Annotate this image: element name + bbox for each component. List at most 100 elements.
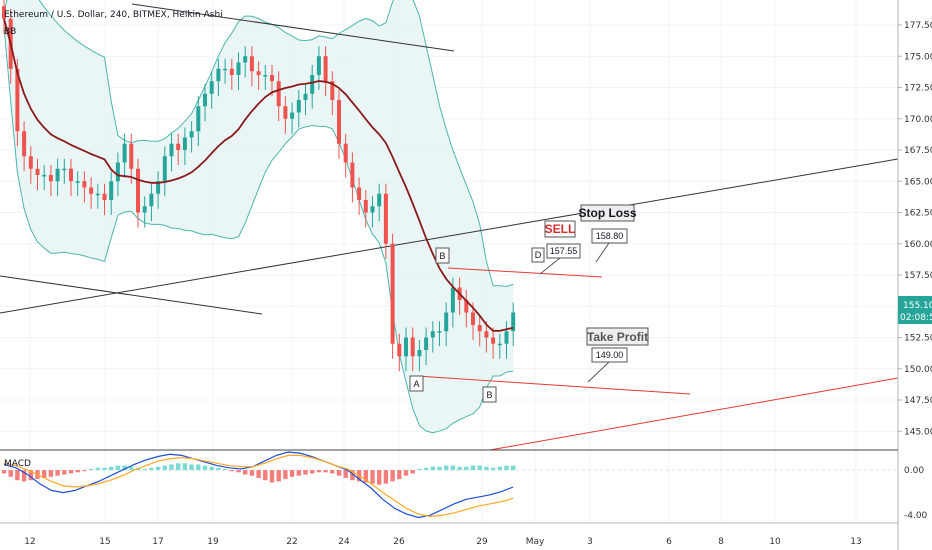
macd-hist-bar — [216, 467, 221, 471]
candle-body — [370, 206, 375, 213]
macd-hist-bar — [222, 468, 228, 471]
candle-body — [437, 331, 442, 333]
macd-hist-bar — [377, 470, 382, 485]
macd-hist-bar — [323, 470, 328, 473]
candle-body — [142, 206, 147, 213]
candle-body — [383, 193, 388, 244]
price-badge-value: 155.10 — [903, 301, 932, 311]
candle-body — [236, 62, 241, 75]
macd-hist-bar — [88, 468, 94, 471]
x-tick-label: 17 — [152, 537, 163, 547]
indicator-label: BB — [4, 27, 16, 37]
candle-body — [363, 200, 368, 213]
price-badge-timer: 02:08:55 — [900, 313, 932, 323]
candle-body — [203, 93, 207, 107]
x-tick-label: 19 — [207, 537, 219, 547]
candle-body — [296, 100, 301, 113]
top-trendline — [131, 3, 455, 52]
macd-hist-bar — [497, 466, 502, 471]
bb-basis — [3, 18, 514, 332]
y-tick-label: 150.00 — [904, 365, 932, 375]
x-tick-label: 10 — [769, 537, 781, 547]
macd-hist-bar — [15, 470, 20, 481]
macd-hist-bar — [477, 465, 482, 471]
y-tick-label: 172.50 — [904, 84, 932, 94]
sell-label: SELL — [544, 220, 576, 238]
y-tick-label: 162.50 — [904, 209, 932, 219]
macd-hist-bar — [470, 465, 476, 471]
macd-hist-bar — [511, 465, 516, 471]
candle-body — [196, 106, 201, 132]
candle-body — [55, 168, 60, 182]
bb-upper — [3, 0, 514, 288]
candle-body — [464, 300, 469, 313]
bb-lower — [3, 26, 514, 434]
macd-hist-bar — [504, 465, 509, 471]
macd-hist-bar — [149, 467, 154, 471]
macd-hist-bar — [397, 470, 402, 480]
macd-hist-bar — [490, 467, 496, 471]
macd-hist-bar — [55, 470, 60, 476]
sell-label-box — [544, 220, 576, 238]
macd-y-tick-label: -4.00 — [904, 511, 928, 521]
candle-body — [256, 71, 261, 75]
y-tick-label: 165.00 — [904, 177, 932, 187]
sell-label-text: SELL — [545, 222, 576, 236]
trendlines[interactable] — [0, 3, 899, 451]
candle-body — [122, 143, 127, 163]
macd-hist-bar — [249, 470, 255, 476]
macd-hist-bar — [336, 470, 342, 476]
macd-hist-bar — [142, 468, 147, 471]
macd-hist-bar — [417, 468, 422, 471]
macd-hist-bar — [363, 470, 368, 483]
macd-hist-bar — [243, 470, 248, 475]
candle-body — [283, 106, 288, 119]
candle-body — [357, 187, 362, 200]
stop-loss-value-text: 158.80 — [596, 231, 624, 241]
macd-hist-bar — [182, 463, 188, 471]
rising-trendline — [0, 158, 899, 314]
candle-body — [404, 337, 408, 357]
candle-body — [303, 93, 308, 100]
candle-body — [69, 168, 73, 182]
candle-body — [229, 68, 234, 75]
macd-hist-bar — [330, 470, 335, 474]
lower-red-line — [489, 377, 899, 451]
candle-body — [290, 112, 295, 119]
macd-hist-bar — [263, 470, 268, 481]
x-tick-label: 29 — [476, 537, 488, 547]
candle-body — [484, 331, 489, 338]
b-top-label-box — [435, 247, 450, 264]
candle-body — [270, 75, 274, 82]
macd-hist-bar — [457, 466, 462, 471]
bollinger-bands — [3, 0, 514, 434]
macd-hist-bar — [155, 466, 161, 471]
macd-hist-bar — [21, 470, 27, 482]
d-label-box — [531, 247, 545, 263]
candle-body — [48, 175, 53, 182]
candle-body — [169, 143, 174, 157]
take-profit-value: 149.00 — [591, 347, 628, 363]
candle-body — [209, 81, 214, 94]
candle-body — [323, 56, 328, 82]
d-label-text: D — [535, 250, 542, 260]
x-tick-label: 24 — [338, 537, 350, 547]
y-tick-label: 170.00 — [904, 115, 932, 125]
candle-body — [109, 181, 114, 200]
d-value: 157.55 — [546, 243, 581, 259]
x-tick-label: May — [526, 537, 545, 547]
x-tick-label: 6 — [666, 537, 672, 547]
support-red-line — [416, 375, 691, 395]
candle-body — [410, 337, 415, 357]
macd-hist-bar — [303, 470, 308, 475]
macd-hist-bar — [209, 466, 214, 471]
macd-hist-bar — [62, 470, 67, 475]
x-tick-label: 22 — [286, 537, 297, 547]
candle-body — [22, 131, 27, 157]
b-top-label: B — [435, 247, 450, 264]
candle-body — [330, 81, 335, 100]
